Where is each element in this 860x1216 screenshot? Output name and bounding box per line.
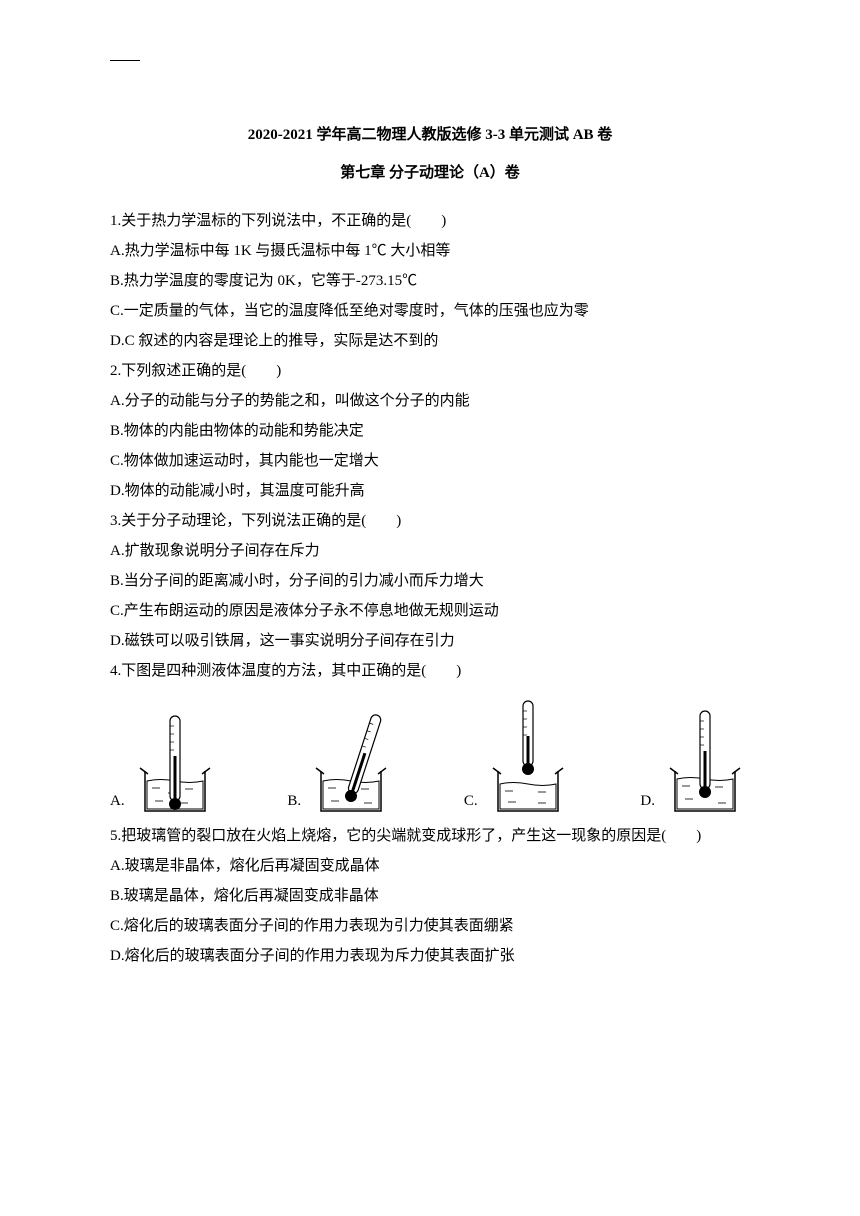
thermometer-diagram-a [130, 696, 220, 816]
q3-stem: 3.关于分子动理论，下列说法正确的是( ) [110, 506, 750, 536]
q4-label-a: A. [110, 786, 125, 816]
question-4: 4.下图是四种测液体温度的方法，其中正确的是( ) A. [110, 656, 750, 816]
q5-option-a: A.玻璃是非晶体，熔化后再凝固变成晶体 [110, 851, 750, 881]
thermometer-diagram-c [483, 696, 573, 816]
q5-option-d: D.熔化后的玻璃表面分子间的作用力表现为斥力使其表面扩张 [110, 941, 750, 971]
q2-option-a: A.分子的动能与分子的势能之和，叫做这个分子的内能 [110, 386, 750, 416]
q3-option-b: B.当分子间的距离减小时，分子间的引力减小而斥力增大 [110, 566, 750, 596]
title-main: 2020-2021 学年高二物理人教版选修 3-3 单元测试 AB 卷 [110, 120, 750, 150]
q5-option-c: C.熔化后的玻璃表面分子间的作用力表现为引力使其表面绷紧 [110, 911, 750, 941]
q3-option-c: C.产生布朗运动的原因是液体分子永不停息地做无规则运动 [110, 596, 750, 626]
q4-stem: 4.下图是四种测液体温度的方法，其中正确的是( ) [110, 656, 750, 686]
question-2: 2.下列叙述正确的是( ) A.分子的动能与分子的势能之和，叫做这个分子的内能 … [110, 356, 750, 506]
q4-images: A. [110, 696, 750, 816]
q2-option-b: B.物体的内能由物体的动能和势能决定 [110, 416, 750, 446]
q1-option-a: A.热力学温标中每 1K 与摄氏温标中每 1℃ 大小相等 [110, 236, 750, 266]
q2-stem: 2.下列叙述正确的是( ) [110, 356, 750, 386]
q1-option-d: D.C 叙述的内容是理论上的推导，实际是达不到的 [110, 326, 750, 356]
question-5: 5.把玻璃管的裂口放在火焰上烧熔，它的尖端就变成球形了，产生这一现象的原因是( … [110, 821, 750, 971]
q5-stem: 5.把玻璃管的裂口放在火焰上烧熔，它的尖端就变成球形了，产生这一现象的原因是( … [110, 821, 750, 851]
q2-option-d: D.物体的动能减小时，其温度可能升高 [110, 476, 750, 506]
q1-stem: 1.关于热力学温标的下列说法中，不正确的是( ) [110, 206, 750, 236]
thermometer-diagram-d [660, 696, 750, 816]
q4-label-c: C. [464, 786, 478, 816]
q4-label-b: B. [287, 786, 301, 816]
q5-option-b: B.玻璃是晶体，熔化后再凝固变成非晶体 [110, 881, 750, 911]
q4-label-d: D. [640, 786, 655, 816]
thermometer-diagram-b [306, 696, 396, 816]
question-3: 3.关于分子动理论，下列说法正确的是( ) A.扩散现象说明分子间存在斥力 B.… [110, 506, 750, 656]
q1-option-b: B.热力学温度的零度记为 0K，它等于-273.15℃ [110, 266, 750, 296]
question-1: 1.关于热力学温标的下列说法中，不正确的是( ) A.热力学温标中每 1K 与摄… [110, 206, 750, 356]
q3-option-a: A.扩散现象说明分子间存在斥力 [110, 536, 750, 566]
title-sub: 第七章 分子动理论（A）卷 [110, 158, 750, 188]
q2-option-c: C.物体做加速运动时，其内能也一定增大 [110, 446, 750, 476]
q1-option-c: C.一定质量的气体，当它的温度降低至绝对零度时，气体的压强也应为零 [110, 296, 750, 326]
q3-option-d: D.磁铁可以吸引铁屑，这一事实说明分子间存在引力 [110, 626, 750, 656]
